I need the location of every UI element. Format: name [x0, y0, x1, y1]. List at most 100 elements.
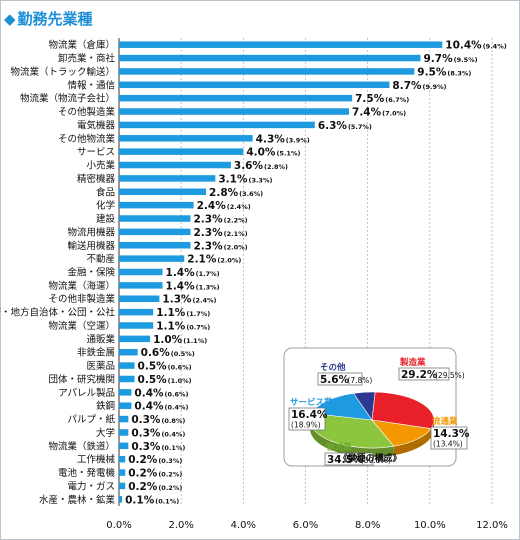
value-label: 0.4%(0.6%) — [134, 387, 188, 399]
value-label: 0.2%(0.2%) — [128, 481, 182, 493]
pie-slice-name: 製造業 — [399, 357, 426, 368]
value-label: 1.4%(1.7%) — [166, 267, 220, 279]
bar — [119, 268, 163, 276]
bar — [119, 228, 191, 236]
category-label: 団体・研究機関 — [48, 373, 115, 385]
value-label-current: 6.3% — [318, 120, 348, 132]
value-label-previous: (5.1%) — [276, 150, 300, 158]
category-label: 物流業（倉庫） — [48, 39, 115, 51]
category-label: 通販業 — [86, 333, 115, 345]
x-tick-label: 10.0% — [414, 520, 446, 531]
value-label: 8.7%(9.9%) — [392, 80, 446, 92]
category-label: 化学 — [96, 200, 115, 212]
value-label-current: 0.4% — [134, 401, 164, 413]
category-label: 物流業（海運） — [48, 280, 115, 292]
value-label-current: 2.3% — [193, 214, 223, 226]
value-label-previous: (1.1%) — [183, 337, 207, 345]
category-label: その他非製造業 — [48, 293, 115, 305]
value-label-current: 1.1% — [156, 307, 186, 319]
bar-series — [119, 41, 443, 503]
value-label-previous: (1.0%) — [168, 377, 192, 385]
category-label: 工作機械 — [77, 454, 116, 466]
value-label: 0.3%(0.1%) — [131, 441, 185, 453]
pie-chart-title: 《業種の構成》 — [338, 452, 401, 464]
pie-slice-name: 物流業 — [326, 442, 352, 453]
value-label: 1.0%(1.1%) — [153, 334, 207, 346]
value-label-current: 8.7% — [392, 80, 422, 92]
x-tick-label: 6.0% — [293, 520, 318, 531]
pie-slice-side — [310, 420, 394, 458]
value-label-current: 3.6% — [234, 160, 264, 172]
category-label: 物流業（鉄道） — [48, 440, 115, 452]
value-label: 1.3%(2.4%) — [162, 294, 216, 306]
value-label-current: 2.1% — [187, 254, 217, 266]
value-label-previous: (2.4%) — [193, 297, 217, 305]
category-label: 物流用機器 — [67, 226, 115, 238]
value-label: 0.5%(1.0%) — [138, 374, 192, 386]
bar — [119, 108, 350, 115]
value-label-current: 1.0% — [153, 334, 183, 346]
bar — [119, 415, 129, 423]
value-label: 1.1%(1.7%) — [156, 307, 210, 319]
value-label: 0.3%(0.8%) — [131, 414, 185, 426]
pie-slice — [371, 391, 435, 429]
value-label: 6.3%(5.7%) — [318, 120, 372, 132]
value-label-current: 4.3% — [256, 133, 286, 145]
bar — [119, 135, 253, 142]
value-label-previous: (1.7%) — [196, 270, 220, 278]
value-label: 3.6%(2.8%) — [234, 160, 288, 172]
value-label: 0.3%(0.4%) — [131, 427, 185, 439]
value-label-current: 0.4% — [134, 387, 164, 399]
value-label-current: 1.3% — [162, 294, 192, 306]
bar — [119, 215, 191, 222]
value-label-previous: (0.1%) — [155, 497, 179, 505]
value-label-previous: (9.9%) — [423, 83, 447, 91]
value-label: 0.5%(0.6%) — [138, 361, 192, 373]
value-label-current: 1.1% — [156, 320, 186, 332]
value-label-current: 0.3% — [131, 441, 161, 453]
value-label: 0.2%(0.2%) — [128, 468, 182, 480]
category-label: 電池・発電機 — [58, 467, 116, 479]
bar — [119, 161, 231, 169]
category-label: 大学 — [96, 427, 115, 439]
category-label: 精密機器 — [77, 173, 116, 185]
pie-slice-value: 16.4% — [291, 409, 328, 421]
value-label-previous: (7.0%) — [382, 110, 406, 118]
category-label: 物流業（物流子会社） — [20, 93, 115, 105]
value-label-current: 3.1% — [218, 173, 248, 185]
pie-slice-previous: (18.9%) — [291, 421, 321, 430]
value-label-current: 7.5% — [355, 93, 385, 105]
category-label: 医薬品 — [86, 360, 115, 372]
bar — [119, 68, 415, 75]
value-label-previous: (9.4%) — [483, 43, 507, 51]
value-label-previous: (1.7%) — [186, 310, 210, 318]
value-label: 9.5%(8.3%) — [417, 66, 471, 78]
bar — [119, 201, 194, 209]
value-label-current: 2.3% — [193, 240, 223, 252]
category-label: 官庁・地方自治体・公団・公社 — [0, 307, 115, 319]
chart-header: ◆ 勤務先業種 — [4, 8, 93, 29]
category-label: 建設 — [96, 213, 116, 225]
value-label-current: 2.3% — [193, 227, 223, 239]
bar — [119, 54, 421, 62]
bar — [119, 322, 154, 329]
value-label-previous: (2.4%) — [227, 203, 251, 211]
pie-slice-name: サービス業 — [290, 397, 333, 408]
value-label-current: 4.0% — [246, 147, 276, 159]
value-label-current: 0.2% — [128, 454, 158, 466]
bar — [119, 362, 135, 369]
category-label: サービス — [77, 147, 115, 158]
bar — [119, 442, 129, 450]
pie-slice-value: 29.2% — [401, 369, 438, 381]
bar-labels: 物流業（倉庫） 10.4%(9.4%) 卸売業・商社 9.7%(9.5%) 物流業（トラ… — [0, 39, 507, 506]
bar — [119, 94, 353, 102]
category-label: その他物流業 — [58, 133, 116, 145]
value-label-previous: (2.0%) — [217, 257, 241, 265]
category-label: 物流業（空運） — [48, 320, 115, 332]
value-label-previous: (0.4%) — [161, 430, 185, 438]
value-label: 4.0%(5.1%) — [246, 147, 300, 159]
value-label-previous: (0.3%) — [158, 457, 182, 465]
category-label: 物流業（トラック輸送） — [10, 66, 115, 78]
value-label-previous: (1.3%) — [196, 283, 220, 291]
